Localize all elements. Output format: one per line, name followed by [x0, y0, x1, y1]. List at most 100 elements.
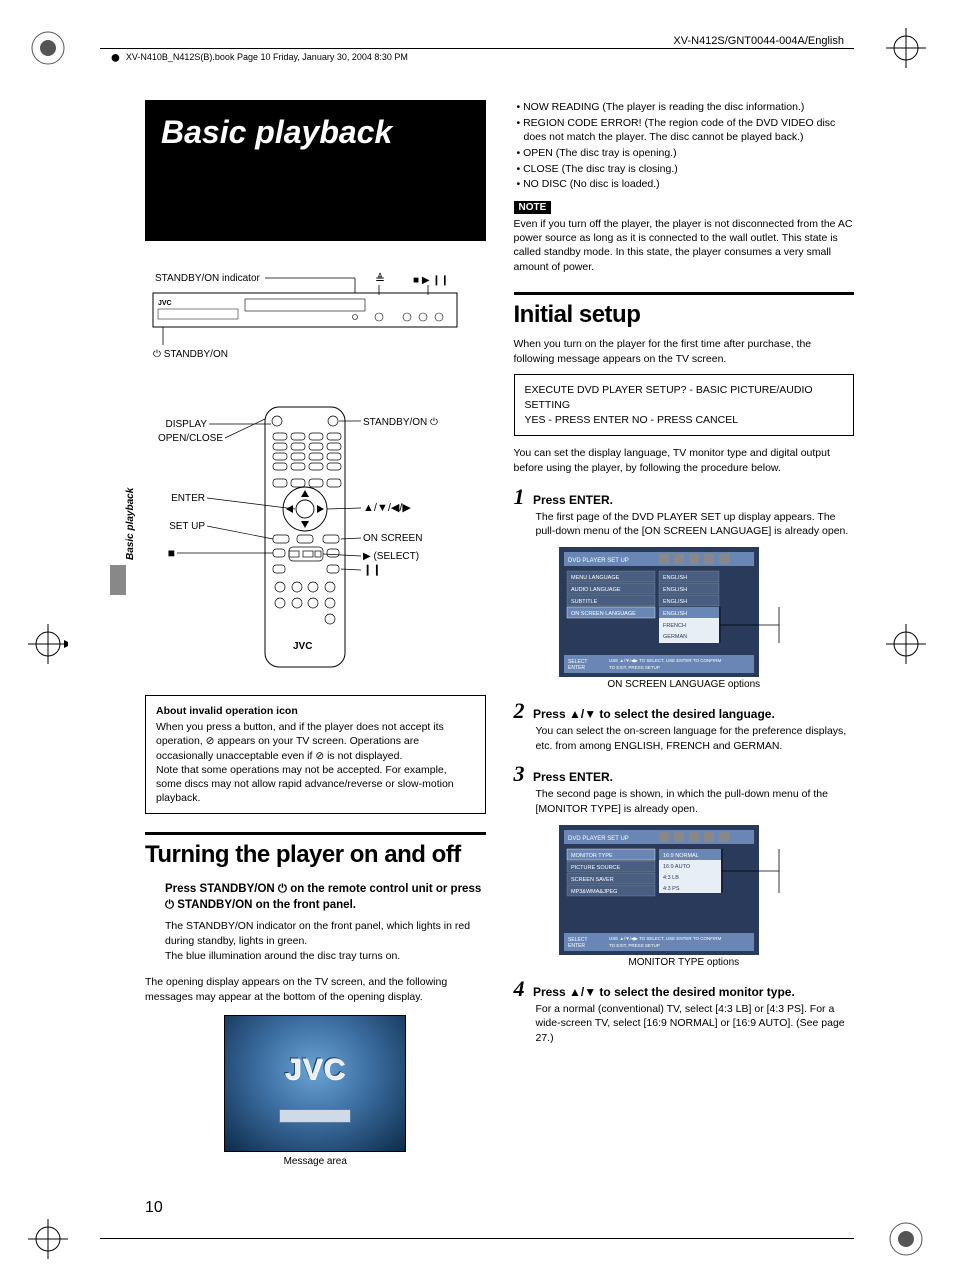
note-title: About invalid operation icon	[156, 704, 475, 718]
splash-caption: Message area	[145, 1156, 486, 1167]
step-body: For a normal (conventional) TV, select […	[536, 1002, 855, 1046]
svg-text:DVD PLAYER SET UP: DVD PLAYER SET UP	[568, 836, 629, 842]
crop-mark-icon	[886, 624, 926, 664]
turning-on-body1: The STANDBY/ON indicator on the front pa…	[165, 919, 486, 948]
bullet-item: NOW READING (The player is reading the d…	[514, 100, 855, 115]
bullet-item: NO DISC (No disc is loaded.)	[514, 177, 855, 192]
turning-on-heading: Press STANDBY/ON ⏻ on the remote control…	[165, 881, 486, 913]
setup-prompt-line2: YES - PRESS ENTER NO - PRESS CANCEL	[525, 413, 844, 428]
svg-text:USE ▲/▼/◀▶ TO SELECT, USE ENTE: USE ▲/▼/◀▶ TO SELECT, USE ENTER TO CONFI…	[609, 658, 722, 663]
step-number: 2	[514, 698, 525, 723]
invalid-operation-note: About invalid operation icon When you pr…	[145, 695, 486, 814]
svg-text:USE ▲/▼/◀▶ TO SELECT, USE ENTE: USE ▲/▼/◀▶ TO SELECT, USE ENTER TO CONFI…	[609, 936, 722, 941]
svg-text:ENTER: ENTER	[568, 943, 585, 949]
crop-mark-icon	[28, 1219, 68, 1259]
svg-text:ENTER: ENTER	[171, 493, 205, 504]
svg-text:ON SCREEN LANGUAGE: ON SCREEN LANGUAGE	[571, 611, 636, 617]
svg-text:MP3&WMA&JPEG: MP3&WMA&JPEG	[571, 889, 617, 895]
header-code: XV-N412S/GNT0044-004A/English	[673, 35, 844, 47]
svg-text:ENGLISH: ENGLISH	[663, 575, 687, 581]
svg-text:▶ (SELECT): ▶ (SELECT)	[363, 551, 419, 562]
note-body: When you press a button, and if the play…	[156, 720, 475, 805]
section-title-initial-setup: Initial setup	[514, 301, 855, 329]
svg-text:❙❙: ❙❙	[363, 564, 381, 576]
svg-text:PICTURE SOURCE: PICTURE SOURCE	[571, 865, 621, 871]
svg-text:■: ■	[168, 546, 175, 560]
svg-text:▲/▼/◀/▶: ▲/▼/◀/▶	[363, 502, 411, 514]
initial-setup-after: You can set the display language, TV mon…	[514, 446, 855, 475]
svg-text:MONITOR TYPE: MONITOR TYPE	[571, 853, 613, 859]
svg-text:DISPLAY: DISPLAY	[166, 419, 208, 430]
section-title-turning-on: Turning the player on and off	[145, 841, 486, 869]
svg-text:ENGLISH: ENGLISH	[663, 587, 687, 593]
svg-text:■ ▶ ❙❙: ■ ▶ ❙❙	[413, 275, 449, 286]
initial-setup-intro: When you turn on the player for the firs…	[514, 337, 855, 366]
setup-caption-1: ON SCREEN LANGUAGE options	[514, 679, 855, 690]
svg-text:JVC: JVC	[293, 641, 312, 652]
step-number: 1	[514, 484, 525, 509]
svg-text:≜: ≜	[375, 272, 385, 286]
status-messages-list: NOW READING (The player is reading the d…	[514, 100, 855, 192]
setup-caption-2: MONITOR TYPE options	[514, 957, 855, 968]
bullet-item: REGION CODE ERROR! (The region code of t…	[514, 116, 855, 145]
crop-mark-icon	[28, 28, 68, 68]
svg-text:ENGLISH: ENGLISH	[663, 611, 687, 617]
crop-mark-icon	[886, 1219, 926, 1259]
svg-text:4:3 PS: 4:3 PS	[663, 886, 680, 892]
svg-text:SCREEN SAVER: SCREEN SAVER	[571, 877, 614, 883]
step-title: Press ENTER.	[533, 493, 613, 507]
turning-on-intro2: The opening display appears on the TV sc…	[145, 975, 486, 1004]
svg-text:TO EXIT, PRESS SETUP: TO EXIT, PRESS SETUP	[609, 665, 660, 670]
side-tab-label: Basic playback	[125, 488, 136, 560]
section-rule	[145, 832, 486, 835]
bullet-item: CLOSE (The disc tray is closing.)	[514, 162, 855, 177]
svg-text:TO EXIT, PRESS SETUP: TO EXIT, PRESS SETUP	[609, 943, 660, 948]
svg-text:JVC: JVC	[158, 300, 172, 307]
svg-text:GERMAN: GERMAN	[663, 634, 687, 640]
setup-menu-language-diagram: DVD PLAYER SET UP MENU LANGUAGE ENGLISH …	[559, 547, 809, 677]
svg-text:⏻ STANDBY/ON: ⏻ STANDBY/ON	[153, 349, 228, 360]
step-title: Press ▲/▼ to select the desired language…	[533, 707, 775, 721]
note-label: NOTE	[514, 201, 552, 214]
svg-text:16:9 NORMAL: 16:9 NORMAL	[663, 853, 699, 859]
message-area-box	[279, 1109, 351, 1123]
crop-mark-icon	[886, 28, 926, 68]
svg-text:STANDBY/ON indicator: STANDBY/ON indicator	[155, 273, 261, 284]
step-body: The second page is shown, in which the p…	[536, 787, 855, 816]
step-4: 4 Press ▲/▼ to select the desired monito…	[514, 976, 855, 1046]
svg-text:FRENCH: FRENCH	[663, 623, 686, 629]
svg-text:ENGLISH: ENGLISH	[663, 599, 687, 605]
turning-on-body2: The blue illumination around the disc tr…	[165, 949, 486, 964]
svg-text:SET UP: SET UP	[169, 521, 205, 532]
chapter-title-block: Basic playback	[145, 100, 486, 241]
step-3: 3 Press ENTER. The second page is shown,…	[514, 761, 855, 816]
step-1: 1 Press ENTER. The first page of the DVD…	[514, 484, 855, 539]
svg-text:MENU LANGUAGE: MENU LANGUAGE	[571, 575, 620, 581]
remote-control-diagram: JVC DISPLAY OPEN/CLOSE ENTER SET UP ■ ST…	[145, 401, 486, 681]
setup-menu-monitor-diagram: DVD PLAYER SET UP MONITOR TYPE PICTURE S…	[559, 825, 809, 955]
jvc-logo: JVC	[285, 1053, 346, 1087]
svg-text:DVD PLAYER SET UP: DVD PLAYER SET UP	[568, 558, 629, 564]
svg-text:ON SCREEN: ON SCREEN	[363, 533, 422, 544]
footer-rule	[100, 1238, 854, 1239]
step-number: 4	[514, 976, 525, 1001]
step-title: Press ▲/▼ to select the desired monitor …	[533, 985, 795, 999]
step-body: You can select the on-screen language fo…	[536, 724, 855, 753]
side-tab-block	[110, 565, 126, 595]
bullet-item: OPEN (The disc tray is opening.)	[514, 146, 855, 161]
svg-text:OPEN/CLOSE: OPEN/CLOSE	[158, 433, 223, 444]
chapter-title: Basic playback	[161, 114, 470, 151]
svg-text:ENTER: ENTER	[568, 665, 585, 671]
page-number: 10	[145, 1199, 163, 1217]
setup-prompt-line1: EXECUTE DVD PLAYER SETUP? - BASIC PICTUR…	[525, 383, 844, 412]
crop-mark-icon	[28, 624, 68, 664]
svg-text:4:3 LB: 4:3 LB	[663, 875, 679, 881]
svg-text:16:9 AUTO: 16:9 AUTO	[663, 864, 691, 870]
step-2: 2 Press ▲/▼ to select the desired langua…	[514, 698, 855, 753]
svg-text:AUDIO LANGUAGE: AUDIO LANGUAGE	[571, 587, 621, 593]
book-meta: ● XV-N410B_N412S(B).book Page 10 Friday,…	[110, 52, 408, 62]
dvd-player-diagram: STANDBY/ON indicator ≜ ■ ▶ ❙❙ JVC	[145, 267, 486, 387]
step-title: Press ENTER.	[533, 770, 613, 784]
svg-text:SUBTITLE: SUBTITLE	[571, 599, 598, 605]
header-rule	[100, 48, 854, 49]
